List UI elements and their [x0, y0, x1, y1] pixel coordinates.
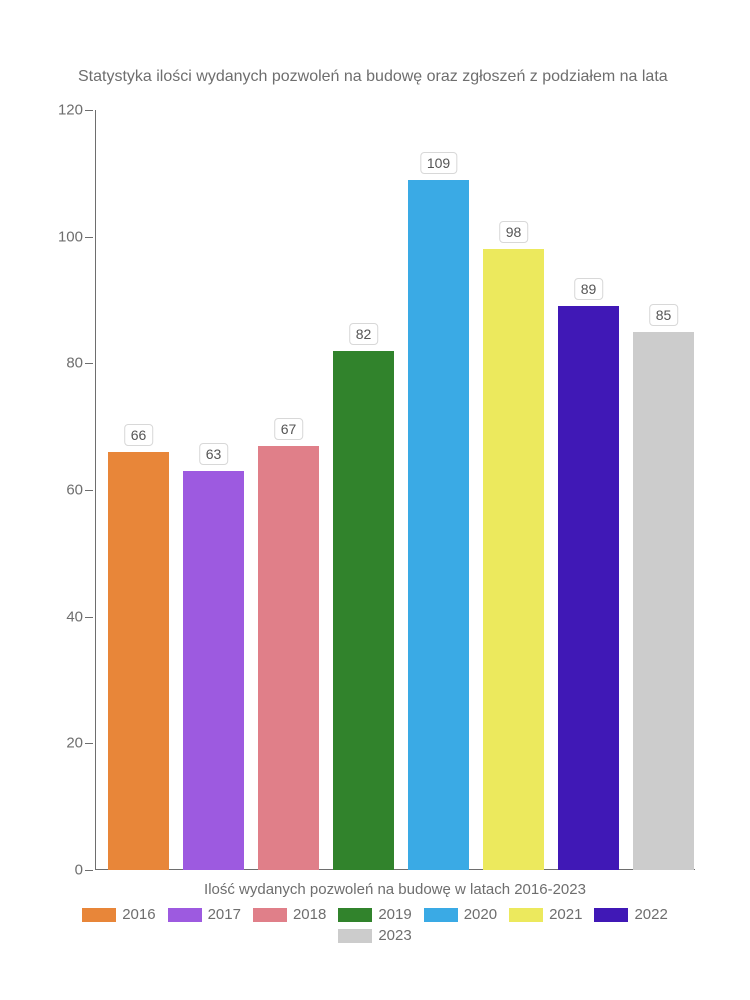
- bar: 67: [258, 446, 320, 870]
- y-tick-label: 60: [66, 482, 83, 499]
- y-tick-label: 80: [66, 355, 83, 372]
- bar-value-label: 82: [349, 323, 379, 345]
- legend-label: 2020: [464, 906, 497, 923]
- y-tick: [85, 743, 93, 744]
- legend-item: 2020: [424, 906, 497, 923]
- legend-swatch: [509, 908, 543, 922]
- bar-value-label: 66: [124, 424, 154, 446]
- legend-swatch: [168, 908, 202, 922]
- bar: 85: [633, 332, 695, 870]
- y-tick: [85, 490, 93, 491]
- legend-label: 2019: [378, 906, 411, 923]
- legend-label: 2018: [293, 906, 326, 923]
- legend-swatch: [594, 908, 628, 922]
- legend-swatch: [253, 908, 287, 922]
- legend-label: 2021: [549, 906, 582, 923]
- bar: 98: [483, 249, 545, 870]
- legend-item: 2023: [338, 927, 411, 944]
- bars-container: 66636782109988985: [95, 110, 695, 870]
- y-tick-label: 100: [58, 228, 83, 245]
- legend-label: 2022: [634, 906, 667, 923]
- legend-label: 2016: [122, 906, 155, 923]
- y-tick: [85, 237, 93, 238]
- bar: 66: [108, 452, 170, 870]
- bar-value-label: 67: [274, 418, 304, 440]
- y-tick: [85, 870, 93, 871]
- bar: 82: [333, 351, 395, 870]
- y-tick-label: 0: [75, 862, 83, 879]
- legend-swatch: [338, 908, 372, 922]
- legend-item: 2017: [168, 906, 241, 923]
- legend-label: 2017: [208, 906, 241, 923]
- bar-value-label: 85: [649, 304, 679, 326]
- legend-swatch: [424, 908, 458, 922]
- legend-item: 2019: [338, 906, 411, 923]
- chart-title: Statystyka ilości wydanych pozwoleń na b…: [78, 68, 668, 86]
- y-tick-label: 120: [58, 102, 83, 119]
- y-tick-label: 40: [66, 608, 83, 625]
- y-tick-label: 20: [66, 735, 83, 752]
- legend-swatch: [82, 908, 116, 922]
- chart-area: 66636782109988985 Ilość wydanych pozwole…: [95, 110, 695, 870]
- y-tick: [85, 110, 93, 111]
- legend-label: 2023: [378, 927, 411, 944]
- legend-item: 2016: [82, 906, 155, 923]
- bar-value-label: 98: [499, 221, 529, 243]
- legend-item: 2018: [253, 906, 326, 923]
- bar: 109: [408, 180, 470, 870]
- x-axis-label: Ilość wydanych pozwoleń na budowę w lata…: [95, 881, 695, 898]
- y-tick: [85, 617, 93, 618]
- bar-value-label: 63: [199, 443, 229, 465]
- bar: 63: [183, 471, 245, 870]
- bar: 89: [558, 306, 620, 870]
- bar-value-label: 109: [420, 152, 457, 174]
- legend-swatch: [338, 929, 372, 943]
- legend: 2016 2017 2018 2019 2020 2021 2022 2023: [0, 906, 750, 944]
- bar-value-label: 89: [574, 278, 604, 300]
- legend-item: 2021: [509, 906, 582, 923]
- legend-item: 2022: [594, 906, 667, 923]
- y-tick: [85, 363, 93, 364]
